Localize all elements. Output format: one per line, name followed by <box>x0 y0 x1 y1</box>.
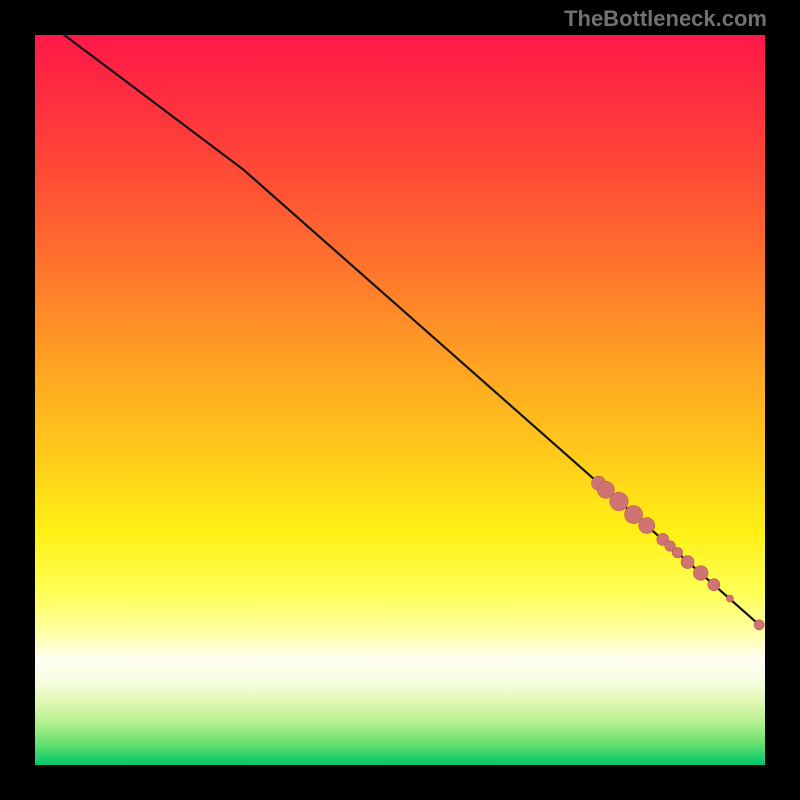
data-marker <box>693 566 708 581</box>
chart-background <box>35 35 765 765</box>
frame-bottom <box>0 765 800 800</box>
data-marker <box>672 547 682 557</box>
watermark-text: TheBottleneck.com <box>564 6 767 32</box>
data-marker <box>610 492 628 510</box>
frame-left <box>0 0 35 800</box>
frame-right <box>765 0 800 800</box>
chart-svg <box>35 35 765 765</box>
chart-area <box>35 35 765 765</box>
data-marker <box>726 595 733 602</box>
data-marker <box>708 579 720 591</box>
data-marker <box>639 518 655 534</box>
data-marker <box>681 556 694 569</box>
data-marker <box>754 620 764 630</box>
